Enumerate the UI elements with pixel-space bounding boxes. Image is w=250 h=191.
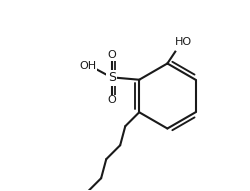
Text: S: S: [107, 71, 115, 84]
Text: OH: OH: [79, 61, 96, 71]
Text: HO: HO: [174, 37, 191, 47]
Text: O: O: [107, 50, 116, 60]
Text: O: O: [107, 96, 116, 105]
